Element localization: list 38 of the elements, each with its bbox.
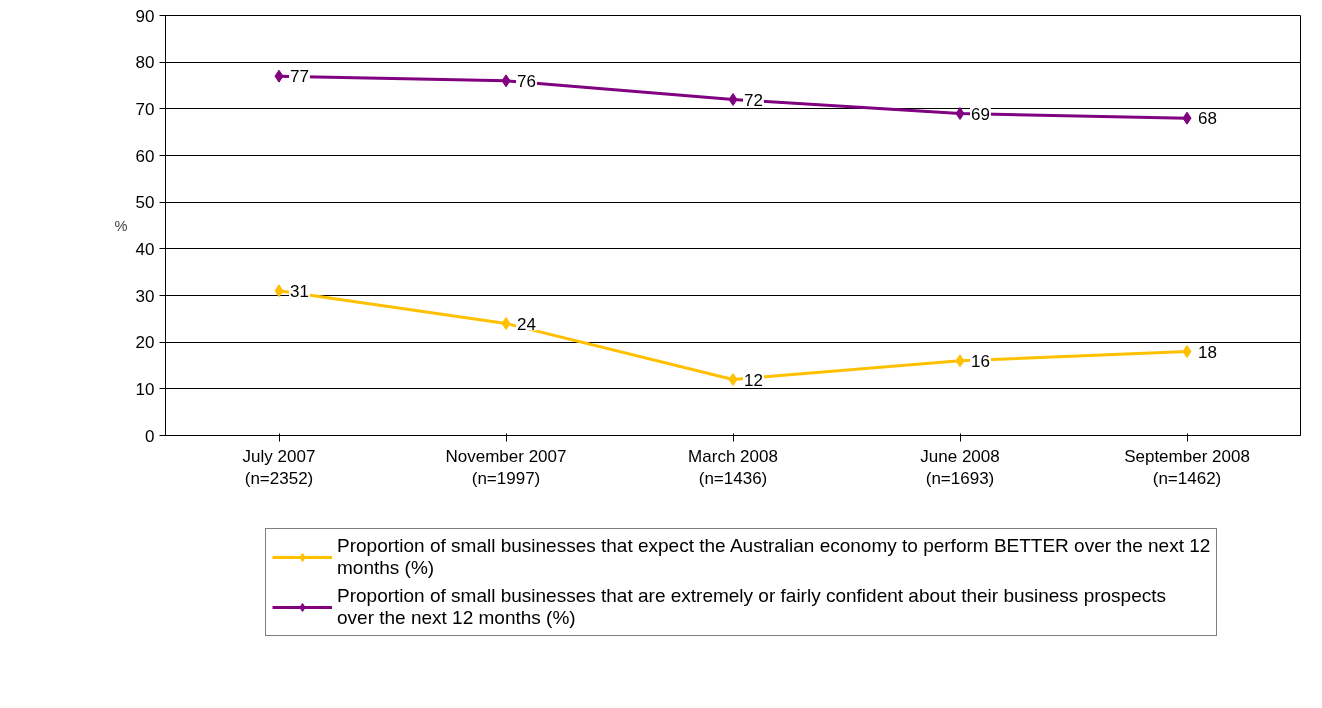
data-label: 72 <box>744 90 763 110</box>
point <box>274 69 284 83</box>
data-label: 16 <box>971 351 990 371</box>
point <box>501 74 511 88</box>
point <box>1182 111 1192 125</box>
x-tick-label: March 2008 (n=1436) <box>688 446 778 489</box>
y-tick-label: 90 <box>135 6 155 26</box>
x-tick-label: November 2007 (n=1997) <box>445 446 567 489</box>
data-label: 24 <box>517 314 536 334</box>
x-tick-label: July 2007 (n=2352) <box>242 446 316 489</box>
data-label: 77 <box>290 67 309 87</box>
data-label: 12 <box>744 370 763 390</box>
y-tick-label: 70 <box>135 99 155 119</box>
y-axis-title: % <box>114 217 128 234</box>
point <box>728 93 738 106</box>
y-tick-label: 60 <box>135 146 155 166</box>
y-tick-label: 80 <box>135 53 155 73</box>
point <box>501 317 511 330</box>
x-tick-label: June 2008 (n=1693) <box>920 446 1000 489</box>
y-tick-label: 50 <box>135 193 155 213</box>
legend-label: Proportion of small businesses that are extremely or fairly confident about their business prospects over the next 12 months (%) <box>337 585 1167 629</box>
point <box>1182 345 1192 358</box>
point <box>955 354 965 368</box>
y-tick-label: 10 <box>135 379 155 399</box>
data-label: 69 <box>971 104 990 124</box>
data-label: 76 <box>517 71 536 91</box>
y-tick-label: 30 <box>135 286 155 306</box>
legend-label: Proportion of small businesses that expect the Australian economy to perform BETTER over the next 12 months (%) <box>337 535 1211 579</box>
data-label: 31 <box>290 281 309 301</box>
point <box>274 284 284 298</box>
y-tick-label: 40 <box>135 239 155 259</box>
x-tick-label: September 2008 (n=1462) <box>1124 446 1250 489</box>
data-label: 68 <box>1198 109 1217 129</box>
data-label: 18 <box>1198 342 1217 362</box>
point <box>955 107 965 120</box>
y-tick-label: 0 <box>145 426 155 446</box>
point <box>728 373 738 386</box>
y-tick-label: 20 <box>135 333 155 353</box>
